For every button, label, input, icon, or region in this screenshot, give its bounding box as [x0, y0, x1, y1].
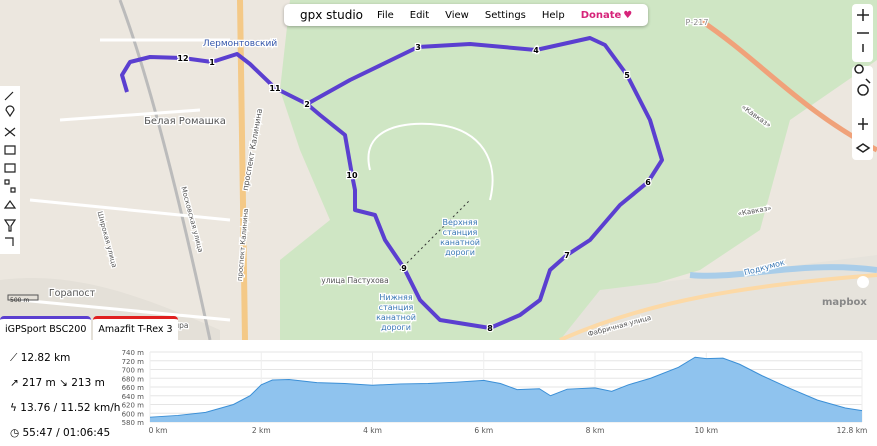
menu-item[interactable]: Edit — [409, 9, 430, 21]
map-label: улица Пастухова — [321, 276, 388, 285]
heart-icon: ♥ — [623, 9, 633, 21]
elevation-line — [149, 356, 863, 418]
y-tick-label: 600 m — [122, 410, 145, 418]
time: ◷ 55:47 / 01:06:45 — [10, 427, 111, 439]
menu-item[interactable]: Settings — [484, 9, 526, 21]
station-label: станция — [443, 228, 478, 237]
km-marker: 3 — [415, 43, 421, 52]
gain-value: 217 m — [22, 377, 56, 389]
logo[interactable]: gpx studio — [300, 8, 364, 22]
station-label: Нижняя — [379, 293, 412, 302]
x-tick-label: 4 km — [363, 426, 382, 435]
scale-label: 500 m — [10, 297, 29, 304]
distance: ⟋ 12.82 km — [10, 352, 71, 364]
y-tick-label: 740 m — [122, 349, 145, 357]
km-marker: 9 — [401, 264, 407, 273]
km-marker: 5 — [624, 71, 630, 80]
menu-bar: gpx studio File Edit View Settings Help … — [284, 4, 649, 26]
x-tick-label: 0 km — [149, 426, 168, 435]
km-marker: 6 — [645, 178, 651, 187]
station-label: канатной — [376, 313, 416, 322]
x-tick-label: 6 km — [474, 426, 493, 435]
speed-value: 13.76 / 11.52 km/h — [20, 402, 121, 414]
km-marker: 11 — [269, 84, 281, 93]
station-label: Верхняя — [442, 218, 477, 227]
y-tick-label: 640 m — [122, 393, 145, 401]
km-marker: 4 — [533, 46, 539, 55]
y-tick-label: 700 m — [122, 367, 145, 375]
map-label: Лермонтовский — [203, 39, 277, 49]
distance-value: 12.82 km — [20, 352, 71, 364]
station-label: дороги — [381, 323, 411, 332]
km-marker: 1 — [209, 58, 215, 67]
x-tick-label: 12.8 km — [837, 426, 868, 435]
map-label: Белая Ромашка — [144, 116, 226, 127]
km-marker: 7 — [564, 251, 570, 260]
y-tick-label: 660 m — [122, 384, 145, 392]
loss-value: 213 m — [71, 377, 105, 389]
donate-button[interactable]: Donate — [580, 9, 622, 21]
x-tick-label: 2 km — [252, 426, 271, 435]
y-tick-label: 720 m — [122, 358, 145, 366]
file-tabs: iGPSport BSC200 Amazfit T-Rex 3 — [0, 316, 178, 340]
elevation: ↗ 217 m ↘ 213 m — [10, 377, 105, 389]
y-tick-label: 580 m — [122, 419, 145, 427]
map-label: Р-217 — [686, 18, 709, 27]
km-marker: 10 — [346, 171, 358, 180]
file-tab[interactable]: Amazfit T-Rex 3 — [93, 316, 178, 340]
station-label: канатной — [440, 238, 480, 247]
time-value: 55:47 / 01:06:45 — [22, 427, 111, 439]
menu-item[interactable]: File — [377, 9, 394, 21]
station-label: станция — [379, 303, 414, 312]
x-tick-label: 10 km — [694, 426, 718, 435]
file-tab[interactable]: iGPSport BSC200 — [0, 316, 92, 340]
attribution: mapbox — [822, 297, 867, 308]
menu-item[interactable]: View — [445, 9, 469, 21]
km-marker: 2 — [304, 100, 310, 109]
map-label: Горапост — [49, 288, 96, 299]
speed: ϟ 13.76 / 11.52 km/h — [10, 402, 121, 414]
x-tick-label: 8 km — [586, 426, 605, 435]
y-tick-label: 680 m — [122, 375, 145, 383]
km-marker: 12 — [177, 54, 188, 63]
menu-item[interactable]: Help — [541, 9, 565, 21]
stats: ⟋ 12.82 km ↗ 217 m ↘ 213 m ϟ 13.76 / 11.… — [10, 346, 120, 446]
station-label: дороги — [445, 248, 475, 257]
km-marker: 8 — [487, 324, 493, 333]
elevation-area — [150, 357, 862, 422]
y-tick-label: 620 m — [122, 402, 145, 410]
